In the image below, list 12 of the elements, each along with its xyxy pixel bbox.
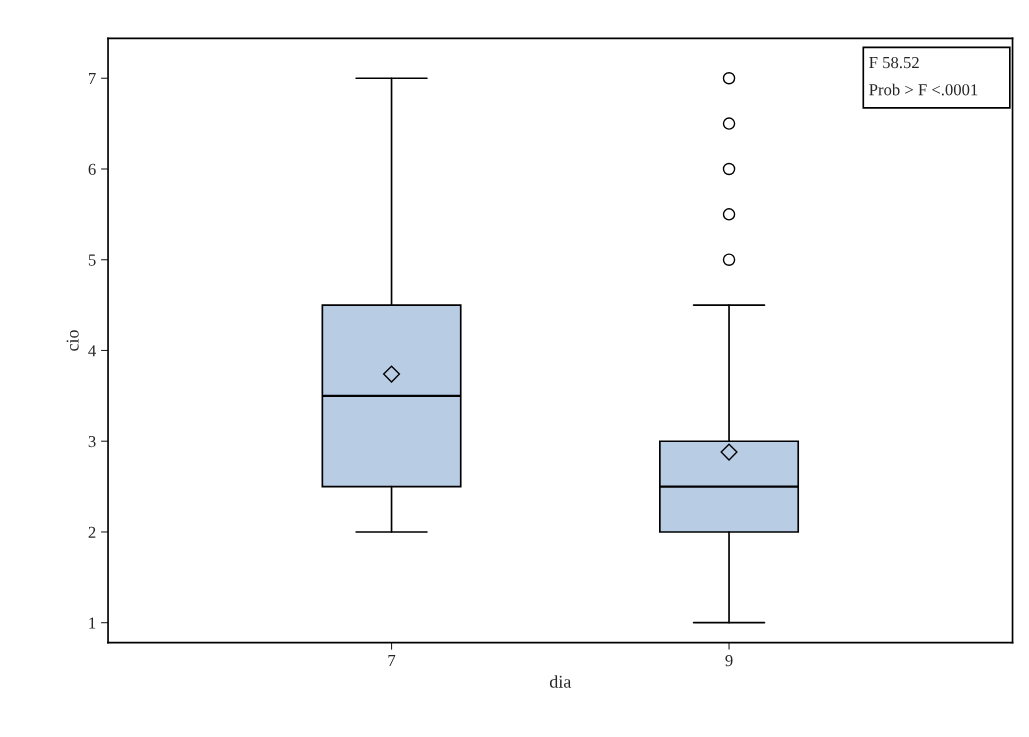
y-tick-label: 7 [89,73,96,85]
y-tick-label: 3 [88,435,96,448]
x-axis-title: dia [549,675,572,688]
y-tick-label: 2 [88,526,96,538]
y-tick-label: 5 [88,254,96,266]
y-tick-label: 1 [89,617,96,629]
y-tick-label: 6 [88,163,96,175]
x-tick-label: 9 [725,655,733,667]
annotation: F 58.52 [869,56,919,69]
y-axis-title: cio [66,330,79,351]
y-tick-label: 4 [88,345,96,357]
annotation: Prob > F <.0001 [869,83,978,96]
